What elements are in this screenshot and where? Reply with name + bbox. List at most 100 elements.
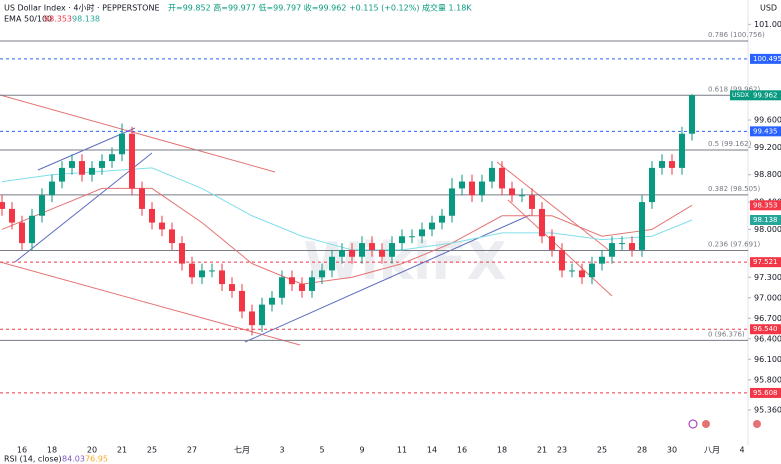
rsi-label: RSI (14, close) (4, 455, 62, 464)
candle-body (659, 161, 665, 168)
candle-body (109, 154, 115, 162)
price-label-box (750, 387, 781, 398)
x-tick-label: 30 (667, 446, 677, 455)
candle-body (309, 277, 315, 291)
indicator-value: 98.353 (44, 15, 72, 24)
y-tick-label: 96.400 (754, 334, 781, 343)
candle-body (149, 208, 155, 223)
price-label: 99.435 (753, 127, 778, 135)
candle-body (529, 195, 535, 209)
candle-body (629, 243, 635, 250)
candle-body (609, 243, 615, 257)
price-label: 97.521 (753, 258, 778, 266)
candle-body (549, 236, 555, 250)
candle-body (379, 249, 385, 257)
candle-body (399, 236, 405, 244)
candle-body (19, 222, 25, 244)
x-tick-label: 3 (279, 446, 284, 455)
candle-body (409, 236, 415, 238)
price-label-box (750, 324, 781, 335)
fib-label: 0.382 (98.505) (708, 185, 760, 193)
y-tick-label: 97.300 (754, 273, 781, 282)
candle-body (119, 133, 125, 155)
price-label-box (750, 126, 781, 137)
fib-label: 0.786 (100.756) (708, 31, 765, 39)
fib-label: 0.236 (97.691) (708, 241, 760, 249)
x-tick-label: 23 (557, 446, 567, 455)
candle-body (39, 195, 45, 216)
candle-body (129, 133, 135, 189)
x-tick-label: 21 (537, 446, 547, 455)
candle-body (449, 188, 455, 216)
x-tick-label: 14 (427, 446, 437, 455)
candle-body (509, 188, 515, 196)
candle-body (179, 243, 185, 264)
candle-body (689, 95, 695, 134)
y-tick-label: 96.700 (754, 314, 781, 323)
candle-body (569, 270, 575, 272)
fib-label: 0.618 (99.962) (708, 85, 760, 93)
candle-body (249, 311, 255, 326)
candle-body (0, 202, 5, 209)
candle-body (579, 270, 585, 278)
symbol-title: US Dollar Index · 4小时 · PEPPERSTONE (4, 3, 160, 13)
price-tag-box (750, 214, 781, 225)
candle-body (329, 256, 335, 271)
candle-body (229, 284, 235, 291)
price-label: 95.608 (753, 389, 778, 397)
candle-body (419, 229, 425, 237)
x-tick-label: 25 (147, 446, 157, 455)
indicator-name: EMA 50/100 (4, 15, 52, 24)
candle-body (89, 167, 95, 175)
fib-label: 0.5 (99.162) (708, 140, 752, 148)
y-tick-label: 99.600 (754, 116, 781, 125)
trend-lines (0, 94, 616, 346)
candle-body (299, 284, 305, 291)
candle-body (139, 188, 145, 209)
candle-body (359, 243, 365, 257)
x-tick-label: 27 (187, 446, 197, 455)
candle-body (469, 181, 475, 196)
y-tick-label: 95.360 (754, 405, 781, 414)
x-tick-label: 20 (87, 446, 97, 455)
y-tick-label: 98.000 (754, 225, 781, 234)
x-tick-label: 18 (497, 446, 507, 455)
candle-body (209, 270, 215, 272)
quote: 开=99.852 高=99.977 低=99.797 收=99.962 +0.1… (168, 3, 472, 13)
candle-body (589, 263, 595, 278)
price-tag-box (750, 200, 781, 211)
candle-body (339, 249, 345, 257)
candle-body (459, 181, 465, 189)
candle-body (279, 277, 285, 298)
x-tick-label: 21 (117, 446, 127, 455)
candle-body (649, 167, 655, 203)
candle-body (219, 270, 225, 285)
candle-body (619, 243, 625, 245)
candle-body (259, 304, 265, 326)
price-label-box (750, 257, 781, 268)
candle-body (269, 297, 275, 305)
price-label: 100.495 (753, 55, 781, 63)
bottom-icons (688, 419, 761, 429)
candle-body (439, 215, 445, 223)
candle-body (199, 270, 205, 278)
x-tick-label: 16 (17, 446, 27, 455)
x-tick-label: 11 (397, 446, 407, 455)
candle-body (9, 208, 15, 223)
rsi-value: 84.03 (62, 455, 85, 464)
candle-body (349, 249, 355, 257)
candle-body (539, 208, 545, 237)
y-tick-label: 96.100 (754, 355, 781, 364)
candle-body (59, 167, 65, 182)
candle-body (369, 243, 375, 250)
candle-body (319, 270, 325, 278)
candle-body (559, 249, 565, 271)
price-label: 96.540 (753, 325, 778, 333)
x-tick-label: 八月 (704, 446, 720, 455)
y-tick-label: 99.200 (754, 143, 781, 152)
x-tick-label: 七月 (234, 446, 250, 455)
currency: USD (760, 4, 777, 13)
candle-body (429, 222, 435, 230)
fib-label: 0 (96.376) (708, 330, 745, 338)
